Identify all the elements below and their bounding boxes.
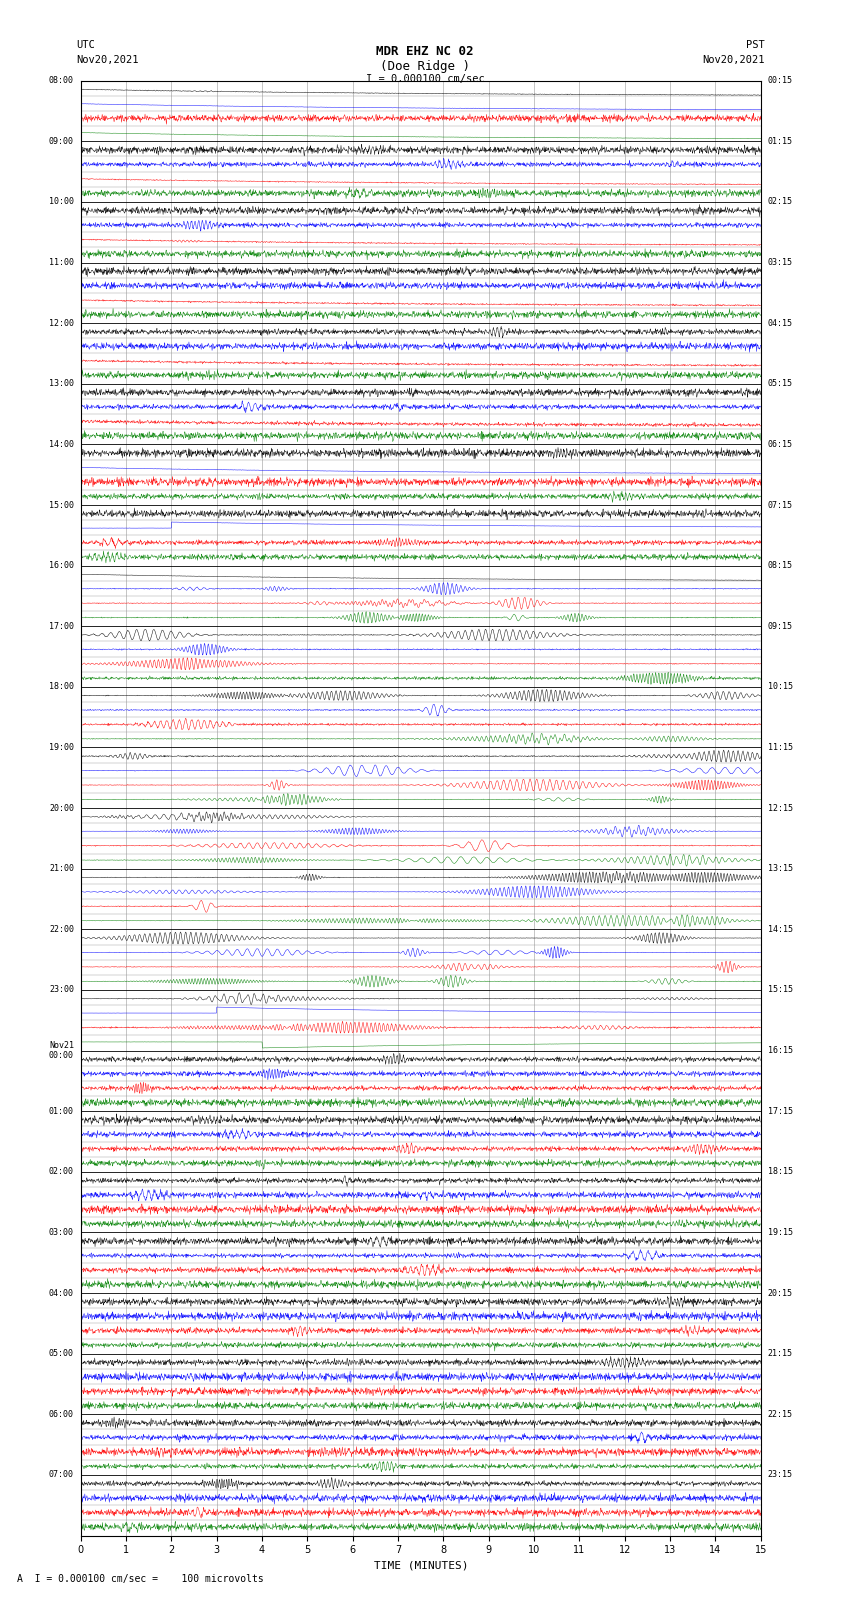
Text: 13:15: 13:15 bbox=[768, 865, 792, 873]
Text: 12:15: 12:15 bbox=[768, 803, 792, 813]
Text: 04:15: 04:15 bbox=[768, 319, 792, 327]
Text: 06:15: 06:15 bbox=[768, 440, 792, 448]
Text: 20:00: 20:00 bbox=[49, 803, 74, 813]
Text: 19:00: 19:00 bbox=[49, 744, 74, 752]
Text: 18:15: 18:15 bbox=[768, 1168, 792, 1176]
Text: 01:00: 01:00 bbox=[49, 1107, 74, 1116]
Text: 08:00: 08:00 bbox=[49, 76, 74, 85]
Text: (Doe Ridge ): (Doe Ridge ) bbox=[380, 60, 470, 73]
Text: UTC: UTC bbox=[76, 40, 95, 50]
Text: 01:15: 01:15 bbox=[768, 137, 792, 145]
Text: 02:00: 02:00 bbox=[49, 1168, 74, 1176]
Text: 08:15: 08:15 bbox=[768, 561, 792, 569]
Text: 13:00: 13:00 bbox=[49, 379, 74, 389]
Text: 10:15: 10:15 bbox=[768, 682, 792, 692]
Text: MDR EHZ NC 02: MDR EHZ NC 02 bbox=[377, 45, 473, 58]
Text: 22:15: 22:15 bbox=[768, 1410, 792, 1419]
Text: 05:15: 05:15 bbox=[768, 379, 792, 389]
Text: 17:15: 17:15 bbox=[768, 1107, 792, 1116]
Text: 21:00: 21:00 bbox=[49, 865, 74, 873]
Text: 20:15: 20:15 bbox=[768, 1289, 792, 1297]
Text: Nov20,2021: Nov20,2021 bbox=[702, 55, 765, 65]
Text: 11:00: 11:00 bbox=[49, 258, 74, 268]
Text: Nov21
00:00: Nov21 00:00 bbox=[49, 1040, 74, 1060]
Text: 11:15: 11:15 bbox=[768, 744, 792, 752]
X-axis label: TIME (MINUTES): TIME (MINUTES) bbox=[373, 1561, 468, 1571]
Text: Nov20,2021: Nov20,2021 bbox=[76, 55, 139, 65]
Text: 12:00: 12:00 bbox=[49, 319, 74, 327]
Text: 23:00: 23:00 bbox=[49, 986, 74, 995]
Text: 09:15: 09:15 bbox=[768, 621, 792, 631]
Text: 17:00: 17:00 bbox=[49, 621, 74, 631]
Text: 06:00: 06:00 bbox=[49, 1410, 74, 1419]
Text: PST: PST bbox=[746, 40, 765, 50]
Text: 16:15: 16:15 bbox=[768, 1047, 792, 1055]
Text: 23:15: 23:15 bbox=[768, 1471, 792, 1479]
Text: 02:15: 02:15 bbox=[768, 197, 792, 206]
Text: 16:00: 16:00 bbox=[49, 561, 74, 569]
Text: 05:00: 05:00 bbox=[49, 1348, 74, 1358]
Text: 18:00: 18:00 bbox=[49, 682, 74, 692]
Text: 14:15: 14:15 bbox=[768, 924, 792, 934]
Text: 21:15: 21:15 bbox=[768, 1348, 792, 1358]
Text: I = 0.000100 cm/sec: I = 0.000100 cm/sec bbox=[366, 74, 484, 84]
Text: 10:00: 10:00 bbox=[49, 197, 74, 206]
Text: 04:00: 04:00 bbox=[49, 1289, 74, 1297]
Text: 19:15: 19:15 bbox=[768, 1227, 792, 1237]
Text: 09:00: 09:00 bbox=[49, 137, 74, 145]
Text: 22:00: 22:00 bbox=[49, 924, 74, 934]
Text: A  I = 0.000100 cm/sec =    100 microvolts: A I = 0.000100 cm/sec = 100 microvolts bbox=[17, 1574, 264, 1584]
Text: 00:15: 00:15 bbox=[768, 76, 792, 85]
Text: 03:00: 03:00 bbox=[49, 1227, 74, 1237]
Text: 14:00: 14:00 bbox=[49, 440, 74, 448]
Text: 07:15: 07:15 bbox=[768, 500, 792, 510]
Text: 03:15: 03:15 bbox=[768, 258, 792, 268]
Text: 15:15: 15:15 bbox=[768, 986, 792, 995]
Text: 07:00: 07:00 bbox=[49, 1471, 74, 1479]
Text: 15:00: 15:00 bbox=[49, 500, 74, 510]
